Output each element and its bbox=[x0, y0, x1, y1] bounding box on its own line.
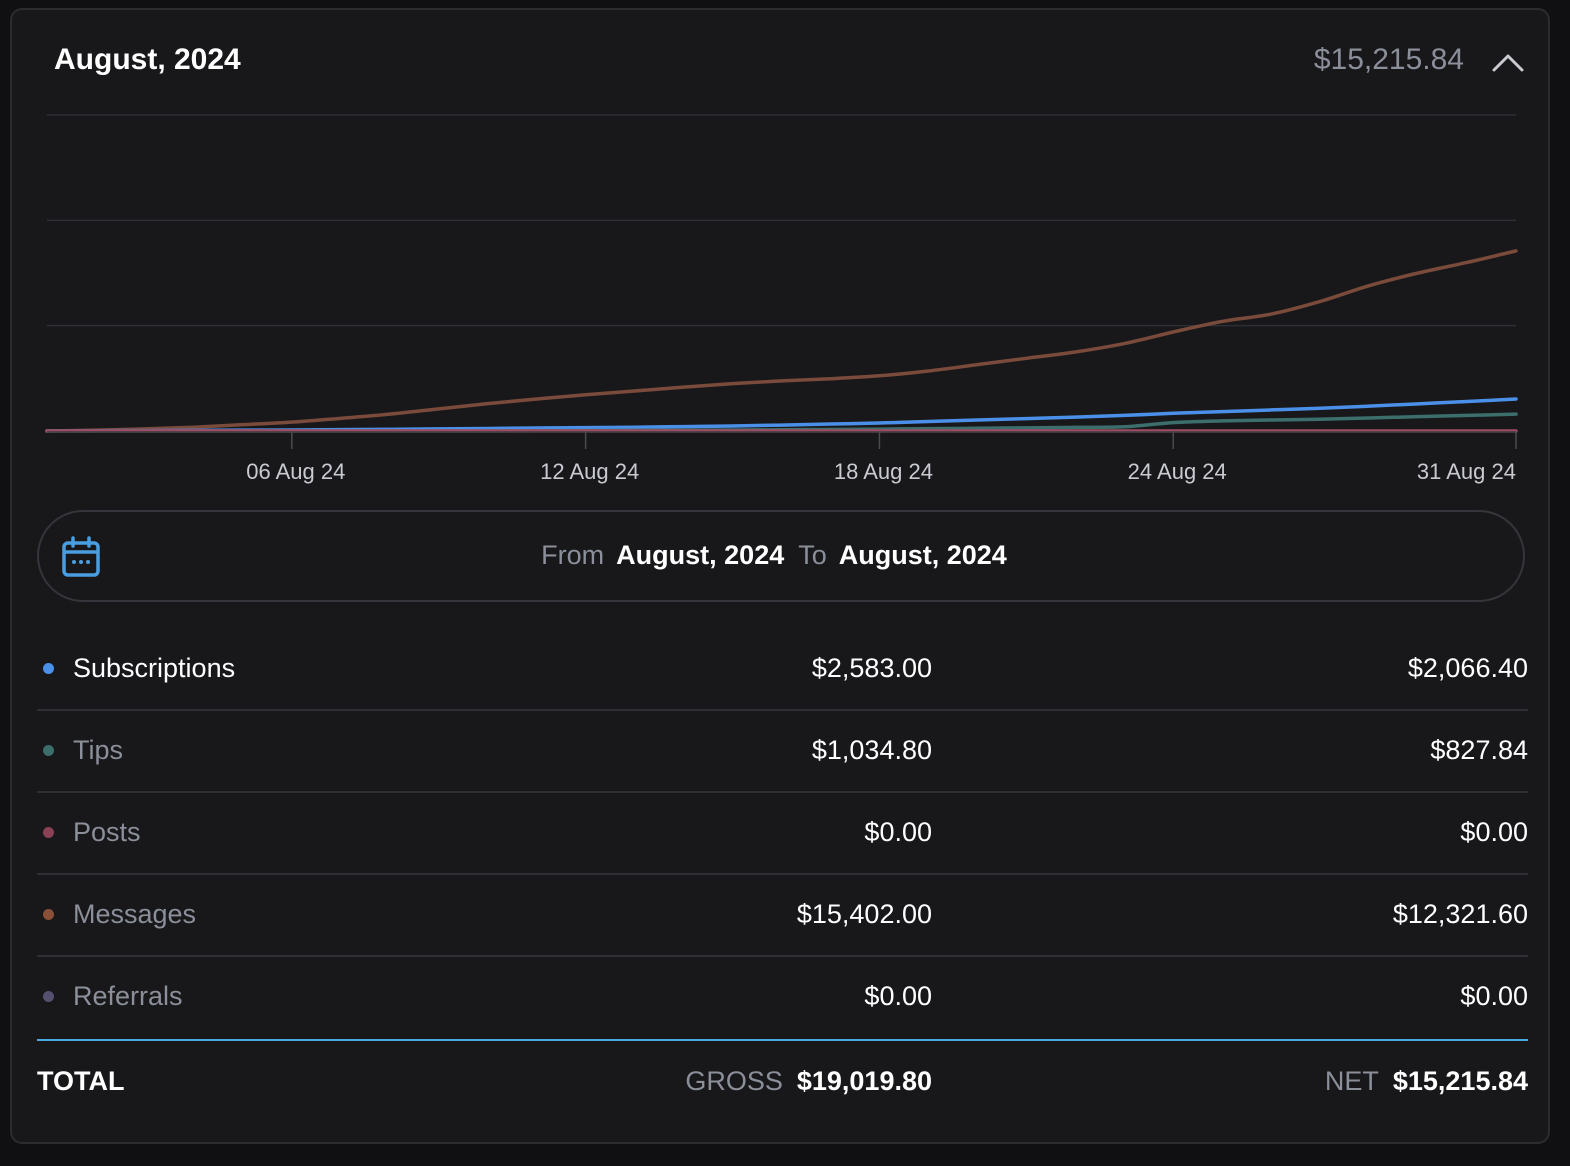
x-tick-label: 06 Aug 24 bbox=[246, 459, 345, 484]
referrals-dot bbox=[43, 991, 54, 1002]
card-header[interactable]: August, 2024 $15,215.84 bbox=[12, 10, 1548, 114]
subscriptions-dot bbox=[43, 663, 54, 674]
from-label: From bbox=[541, 540, 605, 570]
to-value: August, 2024 bbox=[838, 540, 1007, 570]
row-net: $0.00 bbox=[1460, 981, 1528, 1011]
series-line-subscriptions bbox=[45, 397, 1518, 433]
row-gross: $2,583.00 bbox=[811, 653, 932, 683]
total-row: TOTAL GROSS $19,019.80 NET $15,215.84 bbox=[37, 1039, 1528, 1123]
to-label: To bbox=[798, 540, 827, 570]
row-gross: $15,402.00 bbox=[796, 899, 932, 929]
from-value: August, 2024 bbox=[616, 540, 785, 570]
earnings-row-referrals[interactable]: Referrals $0.00 $0.00 bbox=[37, 957, 1528, 1039]
posts-dot bbox=[43, 827, 54, 838]
total-gross: GROSS $19,019.80 bbox=[685, 1066, 932, 1097]
net-label: NET bbox=[1324, 1066, 1379, 1096]
earnings-row-tips[interactable]: Tips $1,034.80 $827.84 bbox=[37, 711, 1528, 793]
x-tick-label: 12 Aug 24 bbox=[540, 459, 639, 484]
row-gross: $0.00 bbox=[864, 981, 932, 1011]
header-total-amount: $15,215.84 bbox=[1313, 43, 1464, 76]
row-label: Referrals bbox=[73, 981, 183, 1011]
calendar-icon bbox=[61, 536, 101, 578]
x-tick-label: 24 Aug 24 bbox=[1128, 459, 1227, 484]
earnings-row-posts[interactable]: Posts $0.00 $0.00 bbox=[37, 793, 1528, 875]
total-net: NET $15,215.84 bbox=[1325, 1066, 1528, 1097]
row-label: Subscriptions bbox=[73, 653, 236, 683]
earnings-row-subscriptions[interactable]: Subscriptions $2,583.00 $2,066.40 bbox=[37, 629, 1528, 711]
row-net: $0.00 bbox=[1460, 817, 1528, 847]
net-value: $15,215.84 bbox=[1392, 1066, 1528, 1096]
gross-value: $19,019.80 bbox=[796, 1066, 932, 1096]
earnings-card: August, 2024 $15,215.84 06 Aug 24 12 Aug … bbox=[10, 8, 1550, 1144]
series-line-messages bbox=[45, 249, 1518, 433]
gross-label: GROSS bbox=[685, 1066, 783, 1096]
x-tick-label: 18 Aug 24 bbox=[834, 459, 933, 484]
total-label: TOTAL bbox=[37, 1066, 125, 1096]
earnings-chart: 06 Aug 24 12 Aug 24 18 Aug 24 24 Aug 24 31 A… bbox=[12, 10, 1548, 505]
row-gross: $0.00 bbox=[864, 817, 932, 847]
messages-dot bbox=[43, 909, 54, 920]
x-tick-label: 31 Aug 24 bbox=[1417, 459, 1516, 484]
earnings-row-messages[interactable]: Messages $15,402.00 $12,321.60 bbox=[37, 875, 1528, 957]
month-title: August, 2024 bbox=[54, 43, 241, 76]
row-gross: $1,034.80 bbox=[811, 735, 932, 765]
row-label: Messages bbox=[73, 899, 197, 929]
row-label: Tips bbox=[73, 735, 124, 765]
date-range-text: From August, 2024 To August, 2024 bbox=[39, 540, 1523, 571]
row-net: $2,066.40 bbox=[1407, 653, 1528, 683]
row-net: $12,321.60 bbox=[1392, 899, 1528, 929]
date-range-picker[interactable]: From August, 2024 To August, 2024 bbox=[37, 510, 1525, 602]
row-label: Posts bbox=[73, 817, 141, 847]
row-net: $827.84 bbox=[1430, 735, 1528, 765]
chevron-up-icon[interactable] bbox=[1490, 46, 1526, 78]
tips-dot bbox=[43, 745, 54, 756]
